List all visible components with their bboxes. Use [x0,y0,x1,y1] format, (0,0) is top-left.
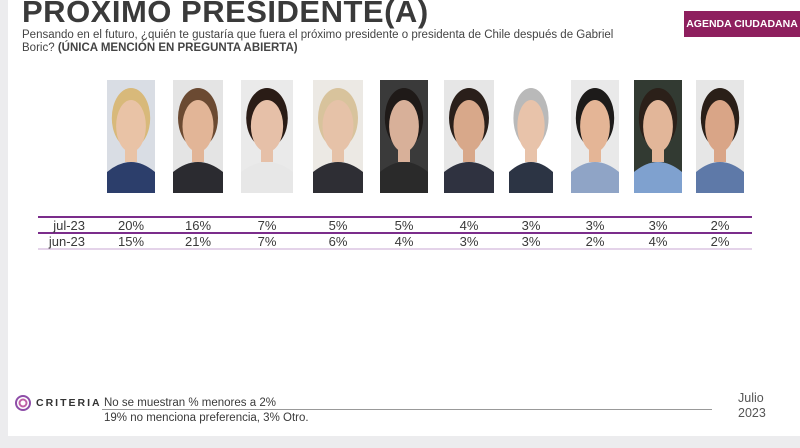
candidate-photo-9 [634,80,682,193]
footnote-threshold: No se muestran % menores a 2% [104,397,276,409]
results-table: jul-23 20% 16% 7% 5% 5% 4% 3% 3% 3% 2%jun-23 15% 21%… [38,216,752,250]
portrait-icon [313,80,363,193]
cell-value: 15% [118,234,144,249]
candidate-photo-1 [107,80,155,193]
candidate-photo-8 [571,80,619,193]
candidate-photo-10 [696,80,744,193]
candidate-photo-4 [313,80,363,193]
portrait-icon [634,80,682,193]
cell-value: 3% [522,218,541,233]
portrait-icon [380,80,428,193]
cell-value: 7% [258,218,277,233]
question-text: Pensando en el futuro, ¿quién te gustarí… [22,29,614,54]
report-year: 2023 [738,406,766,420]
report-date: Julio 2023 [738,391,778,421]
portrait-icon [571,80,619,193]
page-title: PROXIMO PRESIDENTE(A) [22,0,429,29]
candidate-photo-7 [509,80,553,193]
cell-value: 2% [711,218,730,233]
agenda-badge: AGENDA CIUDADANA [684,11,800,37]
cell-value: 2% [586,234,605,249]
cell-value: 2% [711,234,730,249]
question-subtitle: Pensando en el futuro, ¿quién te gustarí… [22,29,622,54]
portrait-icon [509,80,553,193]
footnote-no-preference: 19% no menciona preferencia, 3% Otro. [104,412,309,424]
cell-value: 4% [460,218,479,233]
report-month: Julio [738,391,764,405]
question-mode: (ÚNICA MENCIÓN EN PREGUNTA ABIERTA) [57,41,298,54]
cell-value: 6% [329,234,348,249]
cell-value: 3% [586,218,605,233]
criteria-logo: CRITERIA [14,394,102,412]
criteria-logo-text: CRITERIA [36,397,102,409]
cell-value: 3% [649,218,668,233]
portrait-icon [696,80,744,193]
candidate-photo-3 [241,80,293,193]
cell-value: 7% [258,234,277,249]
cell-value: 3% [522,234,541,249]
row-label-jun-23: jun-23 [48,234,85,249]
cell-value: 20% [118,218,144,233]
slide: PROXIMO PRESIDENTE(A) Pensando en el fut… [8,0,800,436]
portrait-icon [444,80,494,193]
cell-value: 4% [649,234,668,249]
cell-value: 5% [329,218,348,233]
cell-value: 3% [460,234,479,249]
row-label-jul-23: jul-23 [52,218,85,233]
candidate-photo-6 [444,80,494,193]
portrait-icon [241,80,293,193]
footer-divider [102,409,712,410]
portrait-icon [173,80,223,193]
cell-value: 16% [185,218,211,233]
candidate-photo-2 [173,80,223,193]
cell-value: 21% [185,234,211,249]
portrait-icon [107,80,155,193]
criteria-logo-icon [15,395,31,411]
cell-value: 4% [395,234,414,249]
candidate-photo-5 [380,80,428,193]
cell-value: 5% [395,218,414,233]
